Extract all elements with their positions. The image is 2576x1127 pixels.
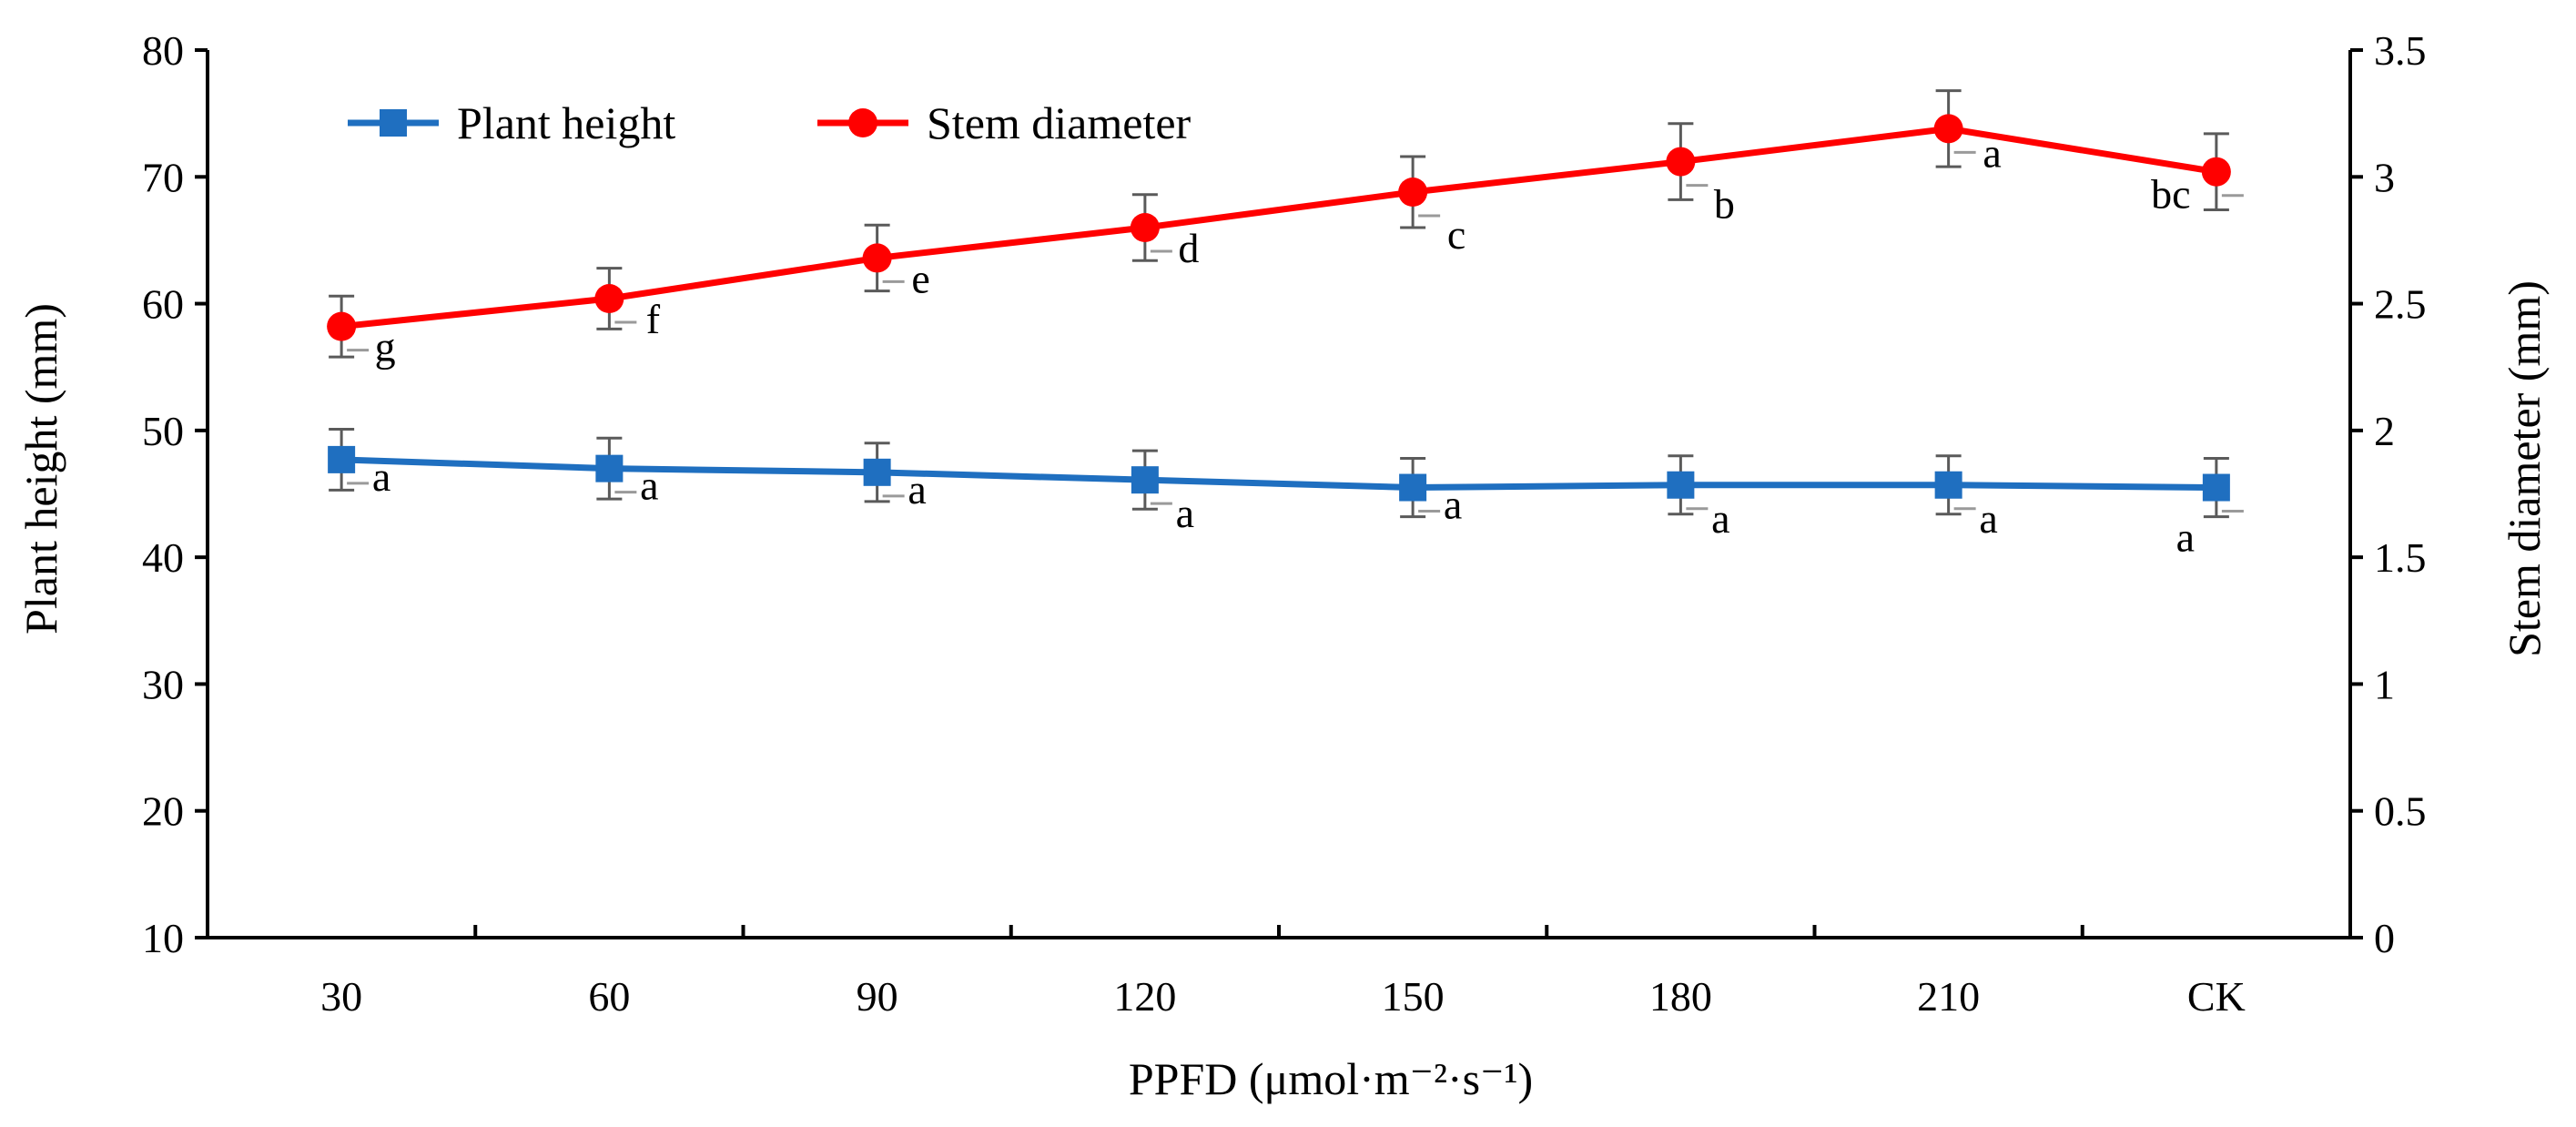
plot-area: a a a a a a a a g f e d c b a bc — [327, 89, 2244, 561]
y-left-tick-label: 20 — [142, 788, 184, 835]
significance-letter: c — [1447, 211, 1465, 258]
axes-group: 10 20 30 40 50 60 70 80 0 0.5 1 1.5 2 2.5 3 3.5 30 60 90 12… — [142, 27, 2427, 1020]
y-right-tick-label: 2 — [2374, 408, 2395, 454]
y-left-tick-label: 70 — [142, 154, 184, 200]
x-tick-label: 210 — [1917, 973, 1980, 1020]
significance-letter: f — [646, 296, 661, 342]
y-right-tick-label: 3.5 — [2374, 27, 2427, 74]
y-axis-right-title: Stem diameter (mm) — [2499, 280, 2550, 657]
data-point — [1933, 114, 1963, 144]
significance-letter: a — [640, 462, 658, 509]
x-tick-label: 120 — [1113, 973, 1176, 1020]
series-0: a a a a a a a a — [328, 427, 2244, 561]
significance-letter: a — [1176, 490, 1194, 536]
y-right-tick-label: 3 — [2374, 154, 2395, 200]
legend-marker — [380, 109, 407, 137]
data-point — [862, 243, 892, 273]
y-right-tick-label: 0.5 — [2374, 788, 2427, 835]
y-right-tick-label: 1.5 — [2374, 534, 2427, 581]
data-point — [2202, 473, 2230, 502]
significance-letter: e — [911, 255, 929, 301]
legend-marker — [848, 108, 877, 137]
y-right-tick-label: 1 — [2374, 661, 2395, 707]
data-point — [1666, 147, 1696, 177]
x-tick-label: CK — [2187, 973, 2246, 1020]
significance-letter: a — [2176, 514, 2195, 561]
significance-letter: a — [1711, 495, 1729, 542]
significance-letter: b — [1714, 181, 1735, 228]
x-tick-label: 150 — [1382, 973, 1445, 1020]
x-tick-label: 180 — [1649, 973, 1712, 1020]
legend-label: Stem diameter — [927, 97, 1192, 148]
significance-letter: a — [1983, 129, 2001, 176]
x-tick-label: 60 — [588, 973, 630, 1020]
y-left-tick-label: 30 — [142, 661, 184, 707]
data-point — [327, 311, 357, 341]
x-axis-title: PPFD (μmol·m⁻²·s⁻¹) — [1129, 1053, 1533, 1104]
series-line — [341, 456, 2216, 492]
data-point — [594, 284, 624, 313]
data-point — [328, 445, 356, 473]
data-point — [1398, 178, 1428, 207]
x-tick-label: 90 — [857, 973, 898, 1020]
y-left-tick-label: 50 — [142, 408, 184, 454]
y-left-tick-label: 40 — [142, 534, 184, 581]
data-point — [1934, 471, 1962, 499]
significance-letter: a — [908, 466, 926, 513]
y-left-tick-label: 80 — [142, 27, 184, 74]
x-tick-label: 30 — [320, 973, 362, 1020]
significance-letter: bc — [2151, 171, 2190, 218]
data-point — [1130, 213, 1160, 242]
data-point — [595, 454, 624, 482]
y-axis-left-title: Plant height (mm) — [15, 303, 66, 635]
data-point — [1399, 473, 1427, 502]
legend-label: Plant height — [457, 97, 675, 148]
legend: Plant height Stem diameter — [348, 97, 1192, 148]
data-point — [2201, 157, 2231, 187]
y-left-tick-label: 60 — [142, 281, 184, 328]
y-right-tick-label: 2.5 — [2374, 281, 2427, 328]
significance-letter: g — [375, 324, 396, 371]
data-point — [863, 458, 891, 486]
significance-letter: a — [1979, 495, 1997, 542]
series-1: g f e d c b a bc — [327, 89, 2244, 371]
significance-letter: a — [372, 453, 390, 500]
data-point — [1667, 471, 1695, 499]
significance-letter: d — [1178, 225, 1199, 271]
y-right-tick-label: 0 — [2374, 915, 2395, 961]
data-point — [1131, 466, 1159, 494]
significance-letter: a — [1444, 482, 1462, 528]
y-left-tick-label: 10 — [142, 915, 184, 961]
series-line — [340, 125, 2217, 330]
